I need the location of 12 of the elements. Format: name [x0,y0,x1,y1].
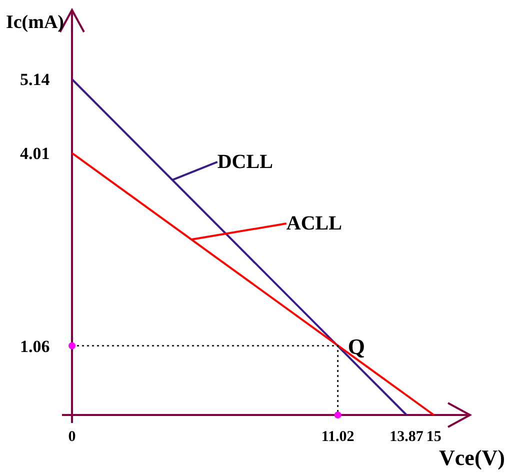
y-axis-title: Ic(mA) [6,12,64,33]
y-tick-label: 1.06 [20,336,50,356]
x-tick-label: 11.02 [321,429,354,445]
x-tick-label: 15 [426,429,442,445]
y-tick-label: 5.14 [20,70,50,90]
x-tick-label: 13.87 [390,429,424,445]
legend-label: DCLL [217,150,273,173]
legend-label: ACLL [286,212,342,234]
y-tick-label: 4.01 [20,144,50,164]
x-tick-label: 0 [68,429,76,445]
annotation: Q [348,334,365,359]
x-axis-title: Vce(V) [439,445,505,470]
